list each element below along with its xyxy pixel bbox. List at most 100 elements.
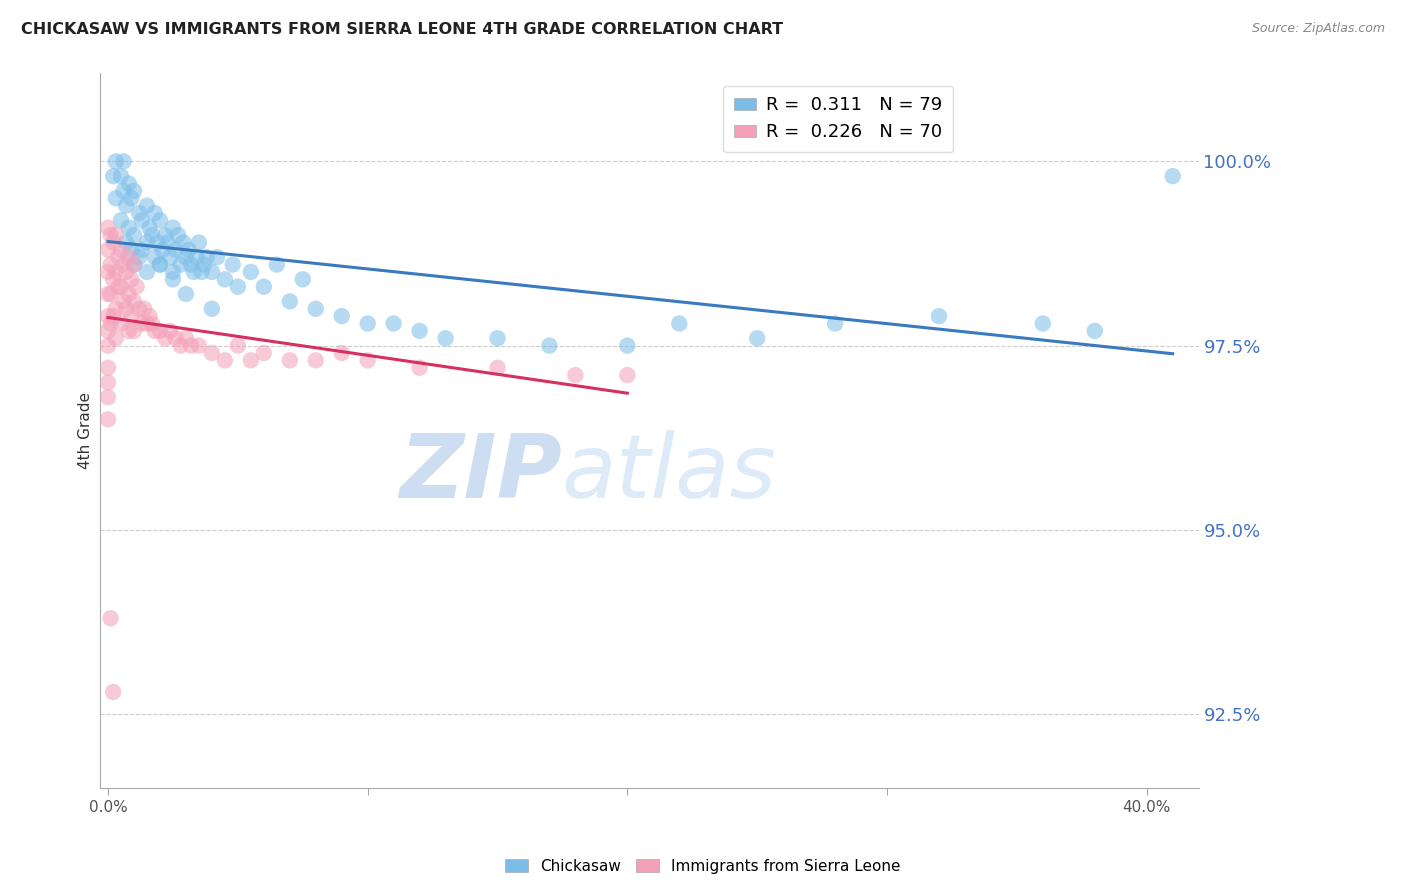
- Point: [201, 265, 224, 279]
- Point: [100, 228, 122, 243]
- Point: [149, 213, 172, 227]
- Point: [103, 169, 125, 183]
- Point: [136, 235, 159, 250]
- Point: [118, 324, 141, 338]
- Point: [152, 243, 174, 257]
- Point: [162, 220, 184, 235]
- Point: [357, 353, 380, 368]
- Text: atlas: atlas: [561, 430, 776, 516]
- Point: [165, 331, 187, 345]
- Point: [278, 294, 301, 309]
- Point: [201, 346, 224, 360]
- Point: [120, 243, 142, 257]
- Point: [118, 220, 141, 235]
- Point: [118, 250, 141, 264]
- Point: [239, 353, 262, 368]
- Point: [186, 250, 208, 264]
- Point: [174, 250, 197, 264]
- Point: [187, 235, 209, 250]
- Point: [190, 265, 212, 279]
- Point: [97, 360, 120, 375]
- Point: [104, 228, 127, 243]
- Point: [434, 331, 457, 345]
- Point: [305, 353, 328, 368]
- Point: [136, 199, 159, 213]
- Point: [118, 177, 141, 191]
- Point: [187, 338, 209, 352]
- Legend: Chickasaw, Immigrants from Sierra Leone: Chickasaw, Immigrants from Sierra Leone: [499, 853, 907, 880]
- Point: [180, 258, 202, 272]
- Point: [97, 376, 120, 390]
- Point: [141, 228, 163, 243]
- Point: [214, 272, 236, 286]
- Point: [668, 317, 690, 331]
- Point: [103, 309, 125, 323]
- Point: [266, 258, 288, 272]
- Point: [103, 685, 125, 699]
- Point: [128, 250, 150, 264]
- Point: [138, 309, 160, 323]
- Point: [120, 309, 142, 323]
- Point: [128, 301, 150, 316]
- Point: [115, 235, 138, 250]
- Point: [136, 317, 159, 331]
- Point: [110, 243, 132, 257]
- Legend: R =  0.311   N = 79, R =  0.226   N = 70: R = 0.311 N = 79, R = 0.226 N = 70: [723, 86, 953, 153]
- Point: [131, 243, 153, 257]
- Point: [97, 412, 120, 426]
- Point: [136, 265, 159, 279]
- Point: [928, 309, 950, 323]
- Point: [159, 250, 181, 264]
- Point: [97, 243, 120, 257]
- Point: [143, 250, 166, 264]
- Point: [115, 265, 138, 279]
- Point: [165, 243, 187, 257]
- Point: [1084, 324, 1107, 338]
- Point: [149, 324, 172, 338]
- Point: [131, 213, 153, 227]
- Point: [97, 390, 120, 404]
- Point: [180, 338, 202, 352]
- Point: [97, 324, 120, 338]
- Point: [162, 272, 184, 286]
- Point: [104, 154, 127, 169]
- Point: [100, 258, 122, 272]
- Point: [357, 317, 380, 331]
- Point: [146, 235, 169, 250]
- Point: [616, 338, 638, 352]
- Point: [172, 235, 194, 250]
- Point: [214, 353, 236, 368]
- Point: [120, 191, 142, 205]
- Point: [112, 294, 135, 309]
- Point: [118, 287, 141, 301]
- Point: [226, 338, 249, 352]
- Point: [115, 301, 138, 316]
- Point: [170, 338, 193, 352]
- Point: [141, 317, 163, 331]
- Point: [1161, 169, 1184, 183]
- Point: [170, 258, 193, 272]
- Point: [174, 287, 197, 301]
- Point: [100, 611, 122, 625]
- Point: [100, 317, 122, 331]
- Point: [100, 287, 122, 301]
- Point: [616, 368, 638, 383]
- Point: [408, 360, 430, 375]
- Point: [112, 184, 135, 198]
- Point: [110, 169, 132, 183]
- Point: [305, 301, 328, 316]
- Point: [104, 331, 127, 345]
- Point: [564, 368, 586, 383]
- Point: [97, 287, 120, 301]
- Point: [408, 324, 430, 338]
- Point: [122, 324, 145, 338]
- Point: [195, 250, 218, 264]
- Point: [120, 272, 142, 286]
- Y-axis label: 4th Grade: 4th Grade: [79, 392, 93, 469]
- Point: [486, 360, 509, 375]
- Point: [382, 317, 405, 331]
- Point: [149, 258, 172, 272]
- Point: [538, 338, 561, 352]
- Point: [122, 228, 145, 243]
- Point: [104, 191, 127, 205]
